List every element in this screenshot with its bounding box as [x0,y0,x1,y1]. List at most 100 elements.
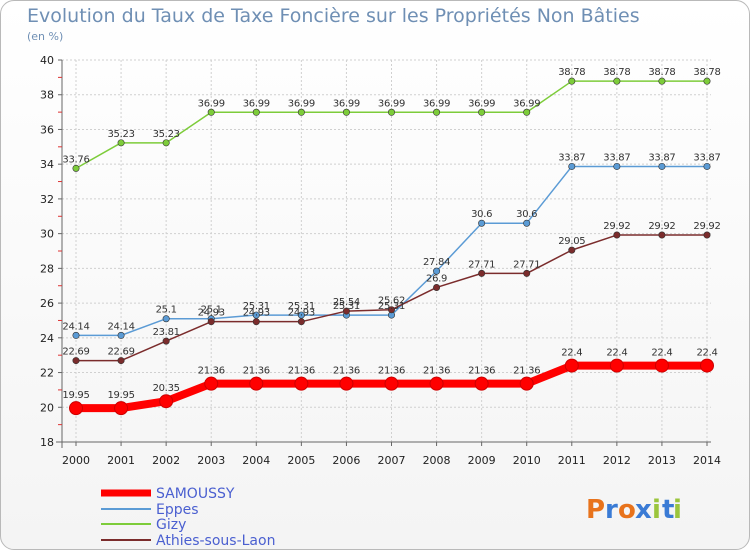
data-point [297,318,305,326]
data-label: 33.87 [603,152,630,163]
data-point [294,376,309,391]
data-label: 24.14 [108,321,135,332]
legend-label: Athies-sous-Laon [156,533,275,549]
data-label: 33.87 [693,152,720,163]
data-point [162,315,170,323]
logo-letter: o [618,495,636,525]
data-label: 38.78 [693,67,720,78]
data-point [249,376,264,391]
data-label: 36.99 [378,98,405,109]
data-label: 30.6 [516,209,537,220]
x-tick-label: 2000 [62,454,90,467]
data-point [474,376,489,391]
y-tick-label: 34 [40,158,54,171]
data-label: 22.4 [606,348,627,359]
x-tick-label: 2007 [378,454,406,467]
data-point [117,357,125,365]
data-point [703,231,711,239]
data-point [654,358,669,373]
y-tick-label: 32 [40,193,54,206]
x-tick-label: 2003 [197,454,225,467]
data-point [700,358,714,373]
data-point [703,162,711,170]
data-label: 22.4 [561,348,582,359]
data-label: 24.93 [288,308,315,319]
grid [62,59,711,443]
data-label: 21.36 [243,366,270,377]
x-tick-label: 2001 [107,454,135,467]
data-point [252,108,260,116]
data-label: 19.95 [108,390,135,401]
data-label: 36.99 [468,98,495,109]
data-label: 25.31 [288,301,315,312]
data-label: 30.6 [471,209,492,220]
data-label: 35.23 [108,129,135,140]
data-point [69,401,83,416]
x-tick-label: 2002 [152,454,180,467]
y-axis-unit-label: (en %) [27,30,64,43]
y-tick-label: 38 [40,89,54,102]
data-point [568,162,576,170]
data-point [658,162,666,170]
data-point [433,283,441,291]
data-point [117,139,125,147]
data-point [204,376,219,391]
data-point [162,139,170,147]
data-labels: 33.76 35.23 35.23 36.99 36.99 36.99 36.99 36.99… [62,67,720,401]
data-label: 25.54 [333,297,360,308]
data-label: 36.99 [333,98,360,109]
logo-letter: t [662,495,674,525]
data-label: 24.93 [243,308,270,319]
data-point [207,108,215,116]
data-label: 35.23 [153,129,180,140]
y-tick-label: 20 [40,401,54,414]
y-tick-label: 18 [40,436,54,449]
data-label: 33.87 [648,152,675,163]
data-point [207,318,215,326]
data-label: 36.99 [243,98,270,109]
data-label: 25.62 [378,296,405,307]
x-tick-label: 2012 [603,454,631,467]
y-tick-label: 28 [40,262,54,275]
data-point [478,219,486,227]
data-point [72,357,80,365]
data-point [159,394,174,409]
data-point [478,108,486,116]
x-tick-label: 2011 [558,454,586,467]
y-tick-label: 24 [40,332,54,345]
x-tick-label: 2014 [693,454,721,467]
x-tick-label: 2009 [468,454,496,467]
data-point [564,358,579,373]
data-label: 38.78 [603,67,630,78]
data-point [568,246,576,254]
data-point [523,219,531,227]
data-label: 27.71 [513,259,540,270]
data-point [703,77,711,85]
data-point [429,376,444,391]
data-point [613,162,621,170]
x-tick-label: 2005 [287,454,315,467]
y-tick-label: 26 [40,297,54,310]
legend-label: Gizy [156,517,186,533]
data-point [162,337,170,345]
data-label: 27.71 [468,259,495,270]
y-tick-label: 36 [40,123,54,136]
data-label: 33.87 [558,152,585,163]
y-tick-label: 22 [40,367,54,380]
data-point [72,164,80,172]
data-label: 29.92 [693,221,720,232]
data-label: 22.4 [651,348,672,359]
data-point [384,376,399,391]
axes: 18 20 22 24 26 28 30 32 34 36 38 40 2000 2001 2002 2003… [40,54,721,467]
data-label: 36.99 [423,98,450,109]
data-point [613,231,621,239]
logo-letter: x [635,495,652,525]
data-label: 36.99 [198,98,225,109]
x-tick-label: 2010 [513,454,541,467]
data-label: 25.1 [156,305,177,316]
x-tick-label: 2008 [423,454,451,467]
data-label: 36.99 [513,98,540,109]
data-label: 38.78 [648,67,675,78]
data-label: 22.69 [108,347,135,358]
y-tick-label: 30 [40,228,54,241]
